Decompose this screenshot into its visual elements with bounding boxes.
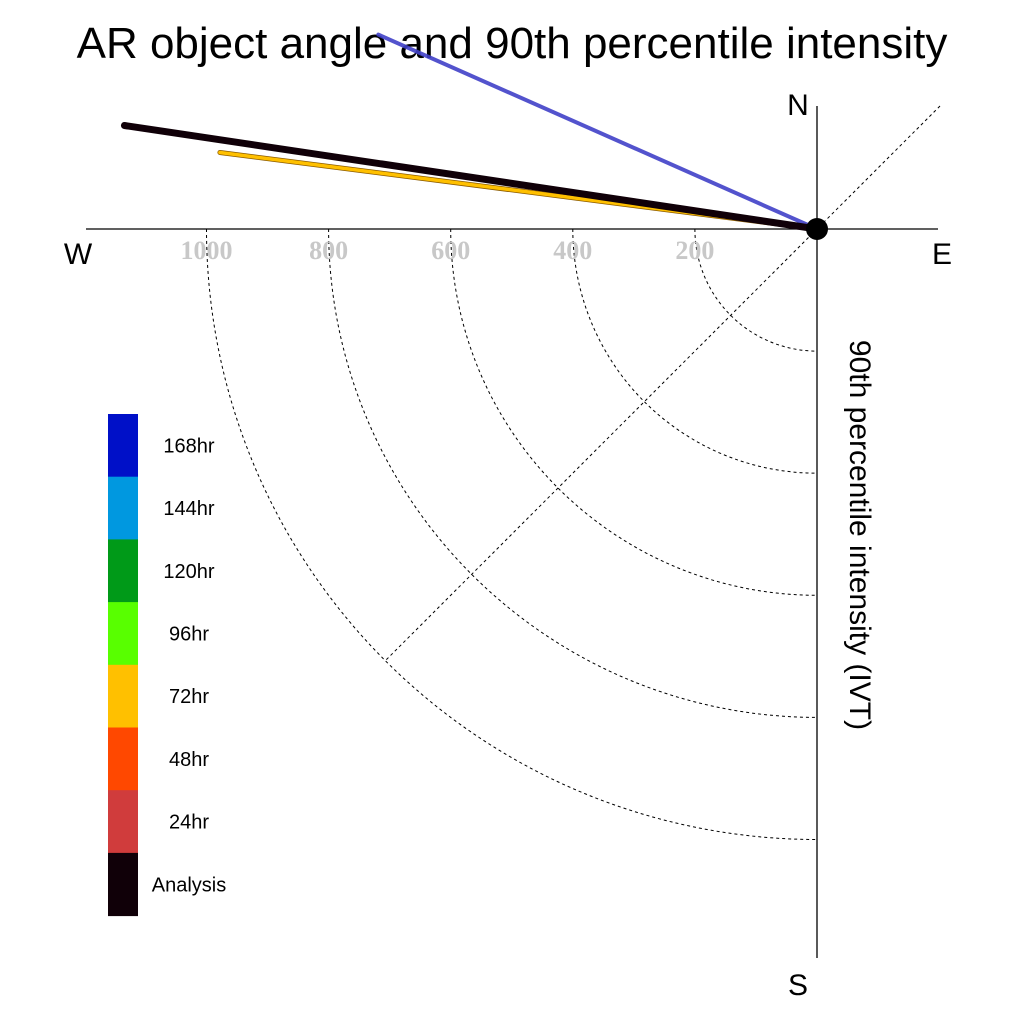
rtick-label: 1000 xyxy=(181,236,233,265)
legend-swatch xyxy=(108,790,138,854)
legend-swatch xyxy=(108,727,138,791)
range-ring xyxy=(206,228,818,840)
diagonal-gridline xyxy=(384,105,941,662)
polar-grid xyxy=(206,105,941,840)
legend-swatch xyxy=(108,852,138,917)
chart-title: AR object angle and 90th percentile inte… xyxy=(77,19,948,68)
rtick-label: 400 xyxy=(553,236,592,265)
radial-axis-label: 90th percentile intensity (IVT) xyxy=(843,340,876,730)
legend-swatch xyxy=(108,602,138,666)
legend-label: 120hr xyxy=(163,561,214,583)
vector-series xyxy=(120,32,821,233)
legend-swatch xyxy=(108,664,138,728)
radial-tick-labels: 200 400 600 800 1000 xyxy=(181,236,715,265)
compass-north: N xyxy=(787,89,809,122)
legend-label: 168hr xyxy=(163,435,214,457)
legend: 168hr 144hr 120hr 96hr 72hr 48hr 24hr Analysis xyxy=(108,414,226,917)
origin-marker xyxy=(806,218,828,240)
legend-label: Analysis xyxy=(152,874,226,896)
legend-label: 72hr xyxy=(169,686,209,708)
range-ring xyxy=(694,228,818,352)
series-vector xyxy=(120,121,821,233)
range-ring xyxy=(450,228,818,596)
compass-west: W xyxy=(64,238,93,271)
rtick-label: 800 xyxy=(309,236,348,265)
rtick-label: 600 xyxy=(431,236,470,265)
legend-swatch xyxy=(108,414,138,478)
range-ring xyxy=(572,228,818,474)
range-ring xyxy=(328,228,818,718)
series-vector xyxy=(376,32,819,231)
legend-swatch xyxy=(108,476,138,540)
compass-east: E xyxy=(932,238,952,271)
legend-label: 144hr xyxy=(163,498,214,520)
legend-label: 24hr xyxy=(169,812,209,834)
legend-label: 48hr xyxy=(169,749,209,771)
rtick-label: 200 xyxy=(675,236,714,265)
legend-swatch xyxy=(108,539,138,603)
legend-label: 96hr xyxy=(169,623,209,645)
compass-south: S xyxy=(788,969,808,1002)
